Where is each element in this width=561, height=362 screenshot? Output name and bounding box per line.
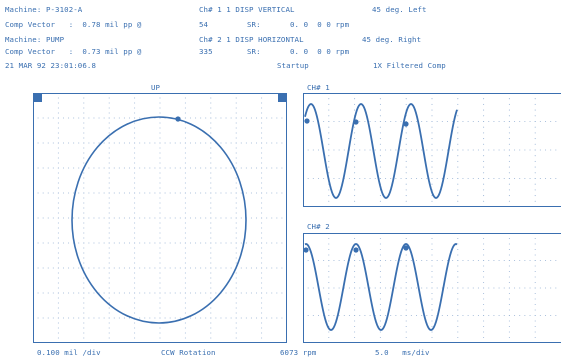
grid-dots xyxy=(37,97,557,339)
orbit-plot-panel xyxy=(33,93,287,343)
orbit-up-label: UP xyxy=(151,83,161,92)
ch2-keyphasor-dot xyxy=(403,245,409,251)
ch2-keyphasor-dot xyxy=(303,247,309,253)
sr1-value: 0. 0 0 0 rpm xyxy=(290,20,350,29)
ch1-waveform-panel xyxy=(303,93,561,207)
ch1-waveform-trace xyxy=(304,103,458,199)
ch2-angle: 45 deg. Right xyxy=(362,35,422,44)
comp-vector1-phase: 54 xyxy=(199,20,209,29)
ch1-angle: 45 deg. Left xyxy=(372,5,427,14)
sr2-label: SR: xyxy=(247,47,261,56)
machine2-label: Machine: PUMP xyxy=(5,35,65,44)
orbit-corner-marker-left xyxy=(33,93,42,102)
ch1-keyphasor-dot xyxy=(353,119,359,125)
sr1-label: SR: xyxy=(247,20,261,29)
startup-label: Startup xyxy=(277,61,309,70)
datetime: 21 MAR 92 23:01:06.8 xyxy=(5,61,96,70)
comp-vector2: Comp Vector : 0.73 mil pp @ xyxy=(5,47,142,56)
rotation-direction: CCW Rotation xyxy=(161,348,216,357)
sr2-value: 0. 0 0 0 rpm xyxy=(290,47,350,56)
ch1-waveform-label: CH# 1 xyxy=(307,83,330,92)
machine1-label: Machine: P-3102-A xyxy=(5,5,83,14)
ch2-waveform-trace xyxy=(304,243,458,331)
ch2-waveform-panel xyxy=(303,233,561,343)
comp-vector2-phase: 335 xyxy=(199,47,213,56)
machine-speed: 6073 rpm xyxy=(280,348,317,357)
ch1-description: Ch# 1 1 DISP VERTICAL xyxy=(199,5,295,14)
ch2-waveform-label: CH# 2 xyxy=(307,222,330,231)
orbit-keyphasor-dot xyxy=(175,116,181,122)
ch2-description: Ch# 2 1 DISP HORIZONTAL xyxy=(199,35,304,44)
filter-label: 1X Filtered Comp xyxy=(373,61,446,70)
timebase: 5.0 ms/div xyxy=(375,348,430,357)
ch2-keyphasor-dot xyxy=(353,247,359,253)
orbit-scale: 0.100 mil /div xyxy=(37,348,101,357)
orbit-corner-marker-right xyxy=(278,93,287,102)
comp-vector1: Comp Vector : 0.78 mil pp @ xyxy=(5,20,142,29)
ch1-keyphasor-dot xyxy=(304,118,310,124)
orbit-trace xyxy=(71,116,247,324)
ch1-keyphasor-dot xyxy=(403,121,409,127)
